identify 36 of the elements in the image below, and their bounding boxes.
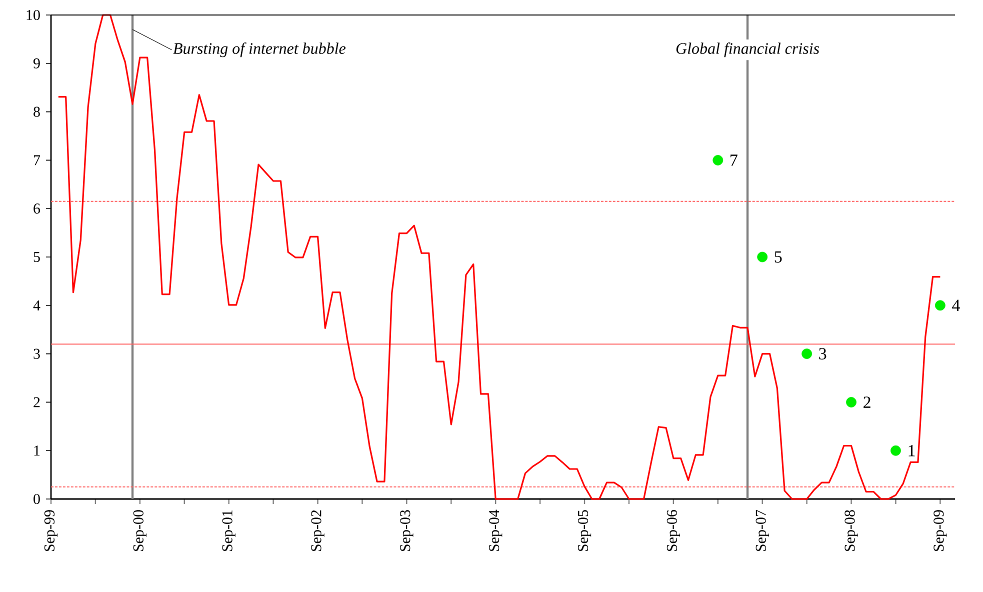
point	[890, 445, 901, 456]
data-label: 4	[952, 300, 960, 311]
x-tick-label: Sep-07	[756, 510, 769, 552]
y-tick-label: 2	[34, 397, 40, 408]
data-label: 2	[864, 396, 870, 408]
point	[846, 397, 856, 408]
data-label: 5	[774, 251, 782, 263]
x-tick-label: Sep-09	[934, 510, 947, 552]
x-tick-label: Sep-99	[44, 510, 58, 552]
x-tick-label: Sep-04	[489, 510, 502, 552]
x-tick-label: Sep-05	[578, 510, 592, 552]
data-label: 3	[819, 348, 826, 360]
y-tick-label: 0	[34, 494, 40, 504]
data-label: 7	[730, 154, 738, 166]
y-tick-label: 1	[34, 446, 40, 456]
x-tick-label: Sep-08	[844, 510, 858, 552]
point	[712, 154, 724, 166]
y-tick-label: 3	[34, 348, 40, 359]
x-tick-label: Sep-03	[400, 510, 414, 552]
y-tick-label: 6	[34, 204, 40, 214]
x-tick-label: Sep-01	[222, 510, 236, 552]
point	[757, 252, 768, 262]
data-label: 1	[908, 444, 915, 456]
x-tick-label: Sep-00	[133, 510, 146, 552]
y-tick-label: 9	[33, 58, 40, 68]
y-tick-label: 4	[33, 300, 40, 310]
ref-line-label: Bursting of internet bubble	[173, 42, 346, 58]
y-tick-label: 7	[34, 155, 40, 166]
ref-line-label: Global financial crisis	[676, 42, 820, 58]
point	[802, 348, 812, 359]
x-tick-label: Sep-06	[666, 510, 680, 552]
point	[934, 300, 946, 311]
y-tick-label: 10	[26, 10, 40, 20]
y-tick-label: 5	[34, 252, 40, 262]
y-tick-label: 8	[34, 106, 40, 117]
x-tick-label: Sep-02	[311, 510, 324, 552]
